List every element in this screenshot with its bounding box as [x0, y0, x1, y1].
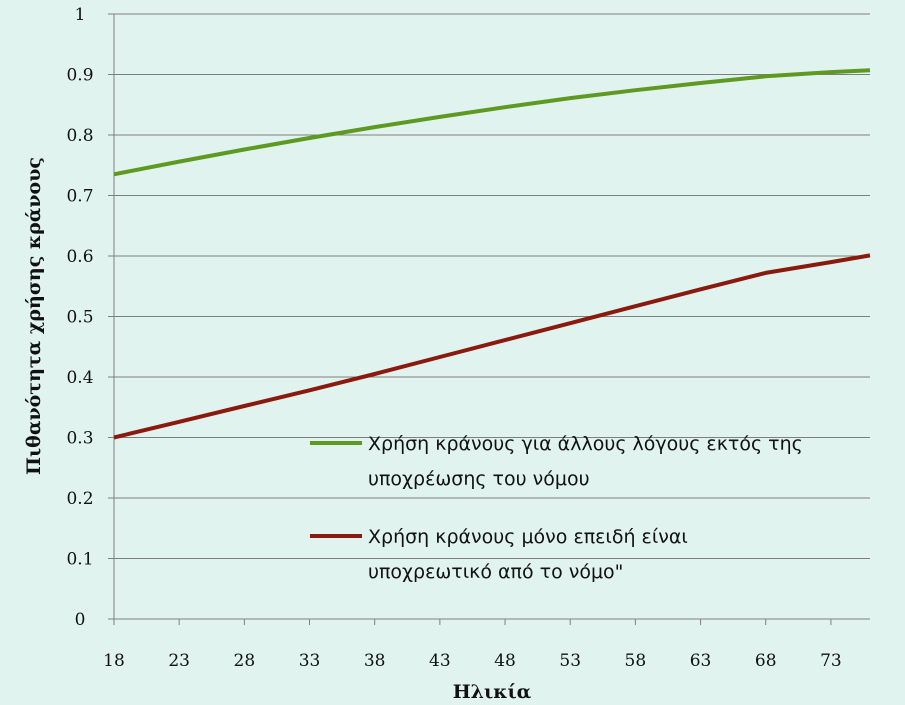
- legend-label-2-line2: υποχρεωτικό από το νόμο": [368, 561, 623, 583]
- x-tick-label: 58: [625, 651, 647, 671]
- x-axis-title: Ηλικία: [453, 681, 532, 703]
- gridlines: [114, 13, 870, 559]
- y-tick-label: 0.4: [66, 368, 93, 388]
- series-line-1: [113, 68, 871, 177]
- series-lines: [113, 68, 871, 440]
- x-tick-label: 53: [559, 651, 581, 671]
- x-tick-label: 28: [234, 651, 256, 671]
- x-tick-labels: 18 23 28 33 38 43 48 53 58 63 68 73: [103, 619, 842, 671]
- y-tick-label: 1: [75, 5, 86, 25]
- x-tick-label: 63: [690, 651, 712, 671]
- x-tick-label: 48: [494, 651, 516, 671]
- legend-label-2-line1: Χρήση κράνους μόνο επειδή είναι: [368, 526, 688, 548]
- x-tick-label: 43: [429, 651, 451, 671]
- y-tick-label: 0.3: [66, 429, 93, 449]
- x-tick-label: 33: [299, 651, 321, 671]
- x-tick-label: 73: [820, 651, 842, 671]
- legend-label-1-line1: Χρήση κράνους για άλλους λόγους εκτός τη…: [368, 433, 803, 455]
- x-tick-label: 38: [364, 651, 386, 671]
- x-tick-label: 23: [168, 651, 190, 671]
- y-tick-label: 0.1: [66, 550, 93, 570]
- y-tick-label: 0.8: [66, 126, 93, 146]
- y-tick-label: 0.2: [66, 489, 93, 509]
- y-axis-title: Πιθανότητα χρήσης κράνους: [23, 157, 45, 475]
- y-tick-label: 0.9: [66, 66, 93, 86]
- series-line-2: [113, 253, 871, 440]
- y-tick-label: 0: [75, 610, 86, 630]
- legend: Χρήση κράνους για άλλους λόγους εκτός τη…: [310, 433, 803, 583]
- y-tick-label: 0.5: [66, 308, 93, 328]
- legend-label-1-line2: υποχρέωσης του νόμου: [368, 468, 590, 490]
- x-tick-label: 68: [755, 651, 777, 671]
- x-tick-label: 18: [103, 651, 125, 671]
- y-tick-labels: 0 0.1 0.2 0.3 0.4 0.5 0.6 0.7 0.8 0.9 1: [66, 5, 114, 630]
- y-tick-label: 0.6: [66, 247, 93, 267]
- y-tick-label: 0.7: [66, 187, 93, 207]
